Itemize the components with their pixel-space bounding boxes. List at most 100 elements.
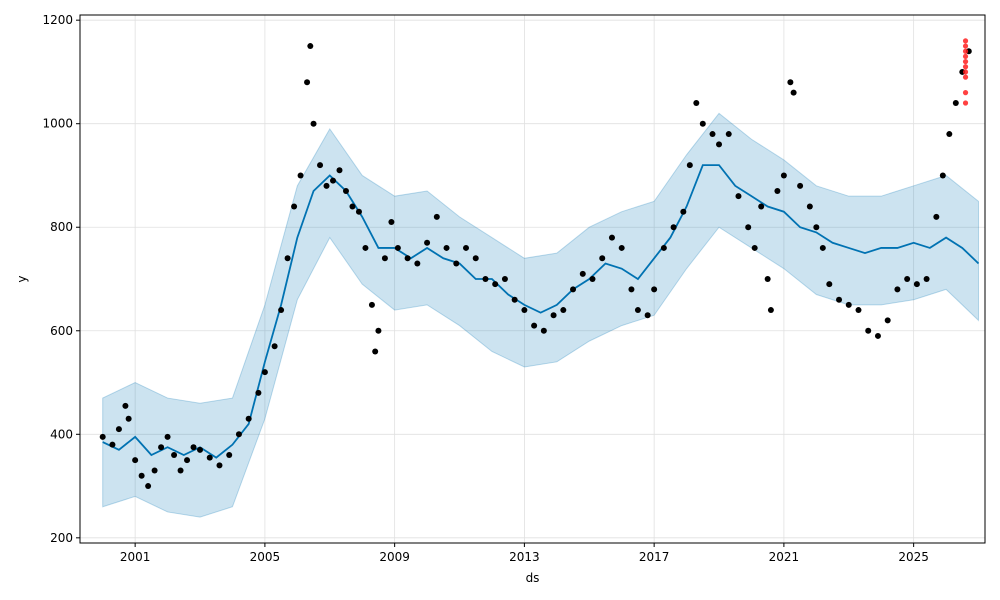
x-tick-label: 2021 <box>769 550 800 564</box>
observed-point <box>122 402 129 409</box>
observed-point <box>806 203 813 210</box>
observed-point <box>826 281 833 288</box>
observed-point <box>845 301 852 308</box>
observed-point <box>115 426 122 433</box>
highlight-point <box>962 53 969 60</box>
observed-point <box>651 286 658 293</box>
observed-point <box>381 255 388 262</box>
observed-point <box>145 483 152 490</box>
observed-point <box>660 244 667 251</box>
y-tick-label: 600 <box>50 324 73 338</box>
observed-point <box>865 327 872 334</box>
observed-point <box>177 467 184 474</box>
y-tick-label: 1000 <box>42 117 73 131</box>
observed-point <box>132 457 139 464</box>
observed-point <box>680 208 687 215</box>
observed-point <box>813 224 820 231</box>
highlight-point <box>962 90 969 96</box>
observed-point <box>310 120 317 127</box>
observed-point <box>151 467 158 474</box>
highlight-point <box>962 58 969 65</box>
observed-point <box>699 120 706 127</box>
observed-point <box>797 182 804 189</box>
observed-point <box>472 255 479 262</box>
y-axis-title: y <box>15 275 29 282</box>
observed-point <box>171 452 178 458</box>
x-axis-title: ds <box>526 571 540 585</box>
observed-point <box>751 244 758 251</box>
observed-point <box>297 172 304 179</box>
observed-point <box>278 307 285 314</box>
observed-point <box>125 415 132 422</box>
observed-point <box>884 317 891 324</box>
observed-point <box>226 452 233 458</box>
observed-point <box>819 244 826 251</box>
observed-point <box>709 131 716 138</box>
observed-point <box>261 369 268 376</box>
observed-point <box>550 312 557 319</box>
observed-point <box>608 234 615 241</box>
observed-point <box>372 348 379 355</box>
y-tick-label: 1200 <box>42 13 73 27</box>
observed-point <box>404 255 411 262</box>
x-tick-label: 2017 <box>639 550 670 564</box>
observed-point <box>644 312 651 319</box>
observed-point <box>725 131 732 138</box>
observed-point <box>686 162 693 169</box>
observed-point <box>894 286 901 293</box>
observed-point <box>618 244 625 251</box>
highlight-point <box>962 38 969 44</box>
observed-point <box>780 172 787 179</box>
observed-point <box>716 141 723 148</box>
observed-point <box>109 441 116 448</box>
observed-point <box>184 457 191 464</box>
observed-point <box>394 244 401 251</box>
observed-point <box>362 244 369 251</box>
observed-point <box>330 177 337 184</box>
observed-point <box>570 286 577 293</box>
observed-point <box>342 188 349 194</box>
observed-point <box>245 415 252 422</box>
observed-point <box>874 332 881 339</box>
observed-point <box>235 431 242 438</box>
x-tick-label: 2009 <box>379 550 410 564</box>
observed-point <box>745 224 752 231</box>
highlight-point <box>962 64 969 70</box>
x-tick-label: 2005 <box>250 550 281 564</box>
observed-point <box>946 131 953 138</box>
observed-point <box>368 301 375 308</box>
highlight-point <box>962 48 969 54</box>
highlight-point <box>962 74 969 80</box>
observed-point <box>511 296 518 303</box>
observed-point <box>443 244 450 251</box>
observed-point <box>560 307 567 314</box>
observed-point <box>952 100 959 106</box>
x-tick-label: 2013 <box>509 550 540 564</box>
observed-point <box>933 213 940 220</box>
observed-point <box>521 307 528 314</box>
grid <box>80 15 985 543</box>
observed-point <box>255 389 262 396</box>
observed-point <box>206 454 213 461</box>
observed-point <box>531 322 538 329</box>
observed-point <box>579 270 586 277</box>
observed-point <box>271 343 278 350</box>
observed-point <box>138 472 145 479</box>
observed-point <box>317 162 324 169</box>
highlight-point <box>962 43 969 49</box>
observed-point <box>336 167 343 174</box>
observed-point <box>923 276 930 282</box>
observed-point <box>284 255 291 262</box>
x-tick-label: 2001 <box>120 550 151 564</box>
observed-point <box>307 43 314 50</box>
observed-point <box>216 462 223 469</box>
observed-point <box>787 79 794 86</box>
highlight-point <box>962 100 969 106</box>
observed-point <box>767 307 774 314</box>
observed-point <box>540 327 547 334</box>
observed-point <box>693 100 700 106</box>
observed-point <box>482 276 489 282</box>
forecast-line <box>102 164 980 459</box>
observed-point <box>197 446 204 453</box>
observed-point <box>939 172 946 179</box>
